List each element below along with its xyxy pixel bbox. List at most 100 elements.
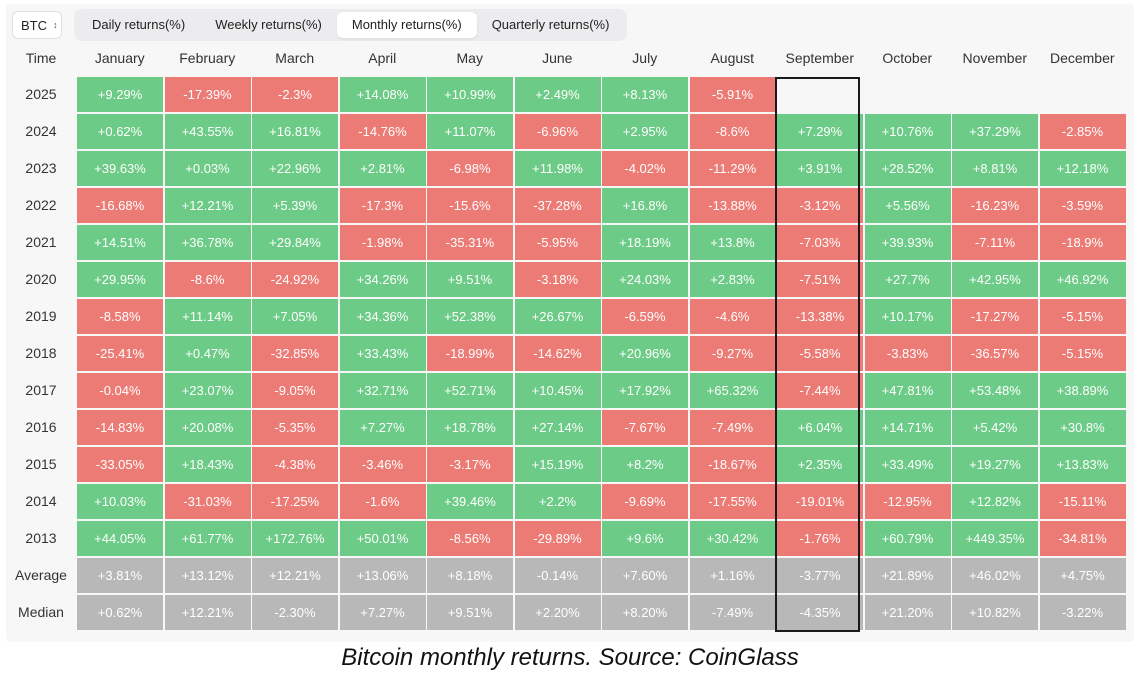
heatmap-cell-2017-march: -9.05% <box>252 373 338 408</box>
heatmap-cell-2021-march: +29.84% <box>252 225 338 260</box>
column-header-august: August <box>710 50 755 66</box>
heatmap-cell-2022-august: -13.88% <box>689 188 776 223</box>
row-label-2017: 2017 <box>25 382 57 398</box>
heatmap-cell-2019-october: +10.17% <box>864 299 951 334</box>
heatmap-cell-2018-january: -25.41% <box>77 336 163 371</box>
heatmap-cell-2023-october: +28.52% <box>864 151 951 186</box>
heatmap-cell-median-august: -7.49% <box>689 595 776 630</box>
heatmap-cell-2025-april: +14.08% <box>339 77 426 112</box>
heatmap-cell-2019-april: +34.36% <box>339 299 426 334</box>
returns-period-tabs: Daily returns(%) Weekly returns(%) Month… <box>74 9 628 41</box>
heatmap-cell-2025-february: -17.39% <box>164 77 251 112</box>
heatmap-cell-2025-july: +8.13% <box>602 77 688 112</box>
tab-daily-returns[interactable]: Daily returns(%) <box>92 17 186 32</box>
heatmap-cell-2024-october: +10.76% <box>864 114 951 149</box>
heatmap-cell-median-may: +9.51% <box>427 595 513 630</box>
heatmap-cell-2025-june: +2.49% <box>514 77 601 112</box>
heatmap-cell-2016-february: +20.08% <box>164 410 251 445</box>
column-header-march: March <box>275 50 315 66</box>
heatmap-cell-2023-february: +0.03% <box>164 151 251 186</box>
heatmap-cell-2024-december: -2.85% <box>1039 114 1126 149</box>
heatmap-cell-2022-may: -15.6% <box>427 188 513 223</box>
heatmap-cell-2024-april: -14.76% <box>339 114 426 149</box>
heatmap-cell-2023-august: -11.29% <box>689 151 776 186</box>
heatmap-cell-2024-november: +37.29% <box>952 114 1038 149</box>
heatmap-cell-2017-november: +53.48% <box>952 373 1038 408</box>
column-header-july: July <box>632 50 658 66</box>
heatmap-cell-2018-february: +0.47% <box>164 336 251 371</box>
heatmap-cell-2018-august: -9.27% <box>689 336 776 371</box>
row-label-average: Average <box>15 567 67 583</box>
heatmap-cell-2014-june: +2.2% <box>514 484 601 519</box>
heatmap-cell-2020-july: +24.03% <box>602 262 688 297</box>
heatmap-cell-median-january: +0.62% <box>77 595 163 630</box>
heatmap-cell-2017-june: +10.45% <box>514 373 601 408</box>
column-header-november: November <box>962 50 1028 66</box>
heatmap-cell-2019-september: -13.38% <box>777 299 863 334</box>
asset-select-value: BTC <box>21 17 47 33</box>
heatmap-cell-2021-june: -5.95% <box>514 225 601 260</box>
heatmap-cell-2023-april: +2.81% <box>339 151 426 186</box>
heatmap-cell-2014-march: -17.25% <box>252 484 338 519</box>
heatmap-cell-2022-november: -16.23% <box>952 188 1038 223</box>
column-header-september: September <box>785 50 854 66</box>
heatmap-cell-average-october: +21.89% <box>864 558 951 593</box>
heatmap-cell-2021-august: +13.8% <box>689 225 776 260</box>
heatmap-cell-2014-september: -19.01% <box>777 484 863 519</box>
heatmap-cell-2014-october: -12.95% <box>864 484 951 519</box>
heatmap-cell-2017-february: +23.07% <box>164 373 251 408</box>
heatmap-cell-2014-july: -9.69% <box>602 484 688 519</box>
heatmap-cell-average-september: -3.77% <box>777 558 863 593</box>
heatmap-cell-median-june: +2.20% <box>514 595 601 630</box>
heatmap-cell-2021-april: -1.98% <box>339 225 426 260</box>
heatmap-cell-2018-june: -14.62% <box>514 336 601 371</box>
heatmap-cell-2021-february: +36.78% <box>164 225 251 260</box>
tab-weekly-returns[interactable]: Weekly returns(%) <box>215 17 322 32</box>
heatmap-cell-2020-december: +46.92% <box>1039 262 1126 297</box>
row-label-2019: 2019 <box>25 308 57 324</box>
heatmap-cell-2016-november: +5.42% <box>952 410 1038 445</box>
heatmap-cell-2016-july: -7.67% <box>602 410 688 445</box>
tab-quarterly-returns[interactable]: Quarterly returns(%) <box>491 17 610 32</box>
heatmap-cell-2020-october: +27.7% <box>864 262 951 297</box>
heatmap-cell-2018-april: +33.43% <box>339 336 426 371</box>
heatmap-cell-2024-march: +16.81% <box>252 114 338 149</box>
row-label-2024: 2024 <box>25 123 57 139</box>
tab-monthly-returns[interactable]: Monthly returns(%) <box>336 12 477 38</box>
heatmap-cell-2017-december: +38.89% <box>1039 373 1126 408</box>
heatmap-cell-2016-january: -14.83% <box>77 410 163 445</box>
heatmap-cell-2021-july: +18.19% <box>602 225 688 260</box>
heatmap-cell-2024-june: -6.96% <box>514 114 601 149</box>
heatmap-cell-2020-june: -3.18% <box>514 262 601 297</box>
heatmap-cell-2023-march: +22.96% <box>252 151 338 186</box>
heatmap-cell-2020-february: -8.6% <box>164 262 251 297</box>
heatmap-cell-2015-december: +13.83% <box>1039 447 1126 482</box>
heatmap-cell-2015-april: -3.46% <box>339 447 426 482</box>
row-label-2022: 2022 <box>25 197 57 213</box>
heatmap-cell-average-june: -0.14% <box>514 558 601 593</box>
heatmap-cell-2018-october: -3.83% <box>864 336 951 371</box>
heatmap-cell-2022-september: -3.12% <box>777 188 863 223</box>
heatmap-cell-2013-february: +61.77% <box>164 521 251 556</box>
heatmap-cell-2016-october: +14.71% <box>864 410 951 445</box>
row-label-2018: 2018 <box>25 345 57 361</box>
heatmap-cell-2015-november: +19.27% <box>952 447 1038 482</box>
heatmap-cell-2018-may: -18.99% <box>427 336 513 371</box>
heatmap-cell-2020-march: -24.92% <box>252 262 338 297</box>
heatmap-cell-average-may: +8.18% <box>427 558 513 593</box>
column-header-october: October <box>882 50 933 66</box>
heatmap-cell-2017-september: -7.44% <box>777 373 863 408</box>
heatmap-cell-2015-october: +33.49% <box>864 447 951 482</box>
heatmap-cell-2019-august: -4.6% <box>689 299 776 334</box>
asset-select[interactable]: BTC ↕ <box>12 11 62 39</box>
heatmap-cell-2023-july: -4.02% <box>602 151 688 186</box>
column-header-february: February <box>179 50 236 66</box>
heatmap-cell-2013-august: +30.42% <box>689 521 776 556</box>
heatmap-cell-median-november: +10.82% <box>952 595 1038 630</box>
heatmap-cell-median-april: +7.27% <box>339 595 426 630</box>
heatmap-cell-2016-march: -5.35% <box>252 410 338 445</box>
heatmap-cell-2023-november: +8.81% <box>952 151 1038 186</box>
heatmap-cell-2013-january: +44.05% <box>77 521 163 556</box>
heatmap-cell-2013-november: +449.35% <box>952 521 1038 556</box>
heatmap-cell-2019-november: -17.27% <box>952 299 1038 334</box>
